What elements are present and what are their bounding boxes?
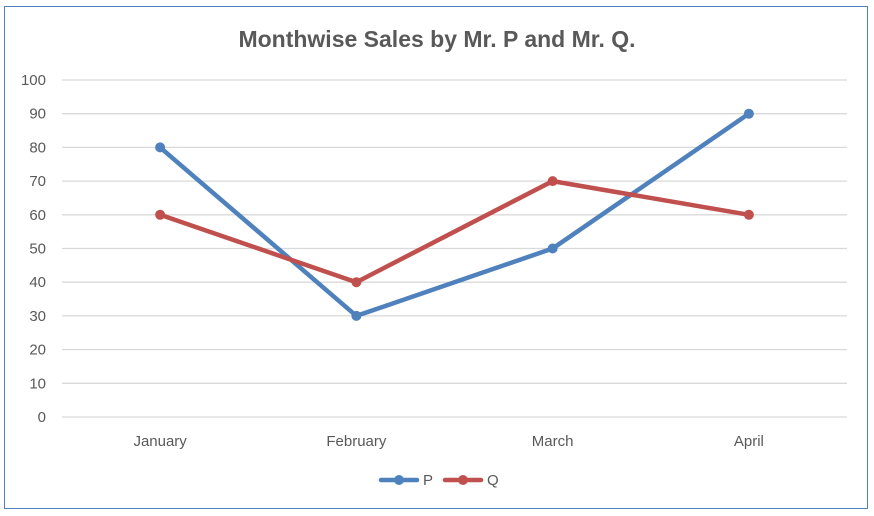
data-point xyxy=(351,310,362,321)
y-tick-label: 50 xyxy=(29,241,46,258)
legend-item-p: P xyxy=(378,472,433,489)
data-point xyxy=(743,108,754,119)
y-tick-label: 40 xyxy=(29,274,46,291)
legend-label: Q xyxy=(487,472,499,489)
series-p xyxy=(155,108,754,321)
y-tick-label: 60 xyxy=(29,207,46,224)
series-line xyxy=(157,111,752,319)
y-tick-label: 0 xyxy=(38,409,46,426)
data-point xyxy=(743,209,754,220)
x-axis-ticks: January February March April xyxy=(133,433,763,450)
legend-item-q: Q xyxy=(442,472,499,489)
chart-frame xyxy=(4,6,868,509)
y-tick-label: 10 xyxy=(29,375,46,392)
x-tick-label: March xyxy=(532,433,574,450)
legend-marker xyxy=(394,475,404,485)
series-lines xyxy=(155,108,754,321)
x-tick-label: January xyxy=(133,433,187,450)
series-q xyxy=(155,176,754,288)
chart-title: Monthwise Sales by Mr. P and Mr. Q. xyxy=(238,26,635,52)
data-point xyxy=(547,176,558,187)
y-tick-label: 30 xyxy=(29,308,46,325)
y-tick-label: 20 xyxy=(29,342,46,359)
legend-label: P xyxy=(423,472,433,489)
y-tick-label: 100 xyxy=(21,72,46,89)
x-tick-label: February xyxy=(326,433,387,450)
data-point xyxy=(155,142,166,153)
x-tick-label: April xyxy=(734,433,764,450)
gridlines xyxy=(62,79,847,418)
y-tick-label: 70 xyxy=(29,173,46,190)
series-line xyxy=(157,178,752,285)
data-point xyxy=(155,209,166,220)
data-point xyxy=(547,243,558,254)
y-axis-ticks: 0 10 20 30 40 50 60 70 80 90 100 xyxy=(21,72,46,426)
y-tick-label: 80 xyxy=(29,139,46,156)
data-point xyxy=(351,277,362,288)
legend-marker xyxy=(458,475,468,485)
y-tick-label: 90 xyxy=(29,106,46,123)
